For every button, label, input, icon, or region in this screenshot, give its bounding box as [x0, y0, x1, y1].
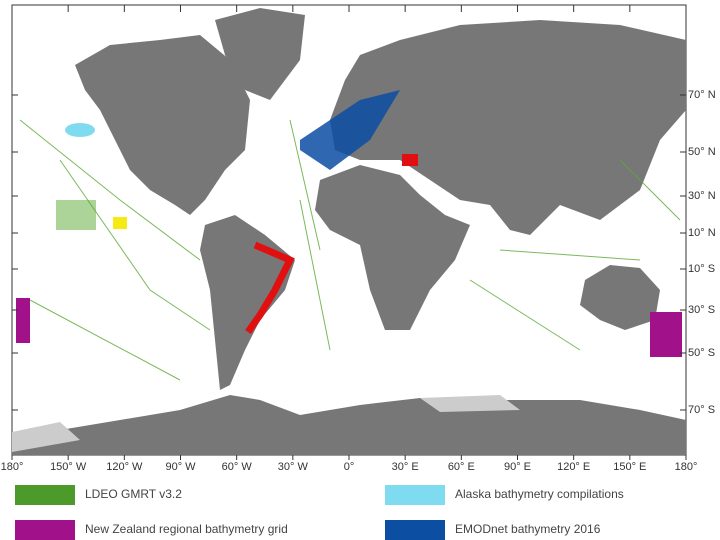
- longitude-label: 30° E: [392, 461, 419, 473]
- longitude-label: 0°: [344, 461, 355, 473]
- legend: LDEO GMRT v3.2 Alaska bathymetry compilat…: [15, 485, 624, 540]
- coverage-area: [56, 200, 96, 230]
- legend-label: New Zealand regional bathymetry grid: [85, 522, 288, 536]
- africa: [315, 165, 470, 330]
- coverage-area: [402, 154, 418, 166]
- longitude-label: 60° W: [222, 461, 253, 473]
- ice-shelf: [12, 422, 80, 452]
- latitude-label: 70° S: [688, 404, 715, 416]
- coverage-area: [245, 241, 295, 335]
- legend-swatch: [385, 520, 445, 540]
- latitude-label: 50° S: [688, 347, 715, 359]
- australia: [580, 265, 660, 330]
- longitude-label: 30° W: [278, 461, 309, 473]
- eurasia: [330, 20, 686, 235]
- longitude-label: 90° E: [504, 461, 531, 473]
- nz-coverage: [650, 312, 682, 357]
- track-lines: [19, 119, 681, 381]
- longitude-label: 120° W: [106, 461, 143, 473]
- emodnet-coverage: [300, 90, 400, 170]
- north-america: [75, 35, 250, 215]
- longitude-label: 150° E: [613, 461, 646, 473]
- alaska-coverage: [65, 123, 95, 137]
- longitude-label: 180°: [1, 461, 24, 473]
- legend-swatch: [385, 485, 445, 505]
- survey-tracks: [19, 119, 681, 381]
- latitude-label: 70° N: [688, 89, 716, 101]
- latitude-label: 50° N: [688, 146, 716, 158]
- legend-label: LDEO GMRT v3.2: [85, 487, 182, 501]
- latitude-label: 10° N: [688, 227, 716, 239]
- legend-swatch: [15, 485, 75, 505]
- longitude-label: 90° W: [165, 461, 196, 473]
- latitude-label: 30° S: [688, 304, 715, 316]
- ice-shelf: [420, 395, 520, 412]
- legend-swatch: [15, 520, 75, 540]
- latitude-label: 30° N: [688, 190, 716, 202]
- longitude-labels: 180° 150° W 120° W 90° W 60° W 30° W 0° 30° E 60…: [1, 5, 698, 473]
- longitude-label: 150° W: [50, 461, 87, 473]
- latitude-labels: 70° N 50° N 30° N 10° N 10° S 30° S 50° S 70° S: [12, 89, 716, 416]
- longitude-label: 180°: [675, 461, 698, 473]
- longitude-label: 120° E: [557, 461, 590, 473]
- coverage-area: [113, 217, 127, 229]
- longitude-label: 60° E: [448, 461, 475, 473]
- legend-label: Alaska bathymetry compilations: [455, 487, 624, 501]
- land: [12, 8, 686, 455]
- latitude-label: 10° S: [688, 263, 715, 275]
- nz-coverage: [16, 298, 30, 343]
- legend-label: EMODnet bathymetry 2016: [455, 522, 601, 536]
- greenland: [215, 8, 305, 100]
- south-america: [200, 215, 295, 390]
